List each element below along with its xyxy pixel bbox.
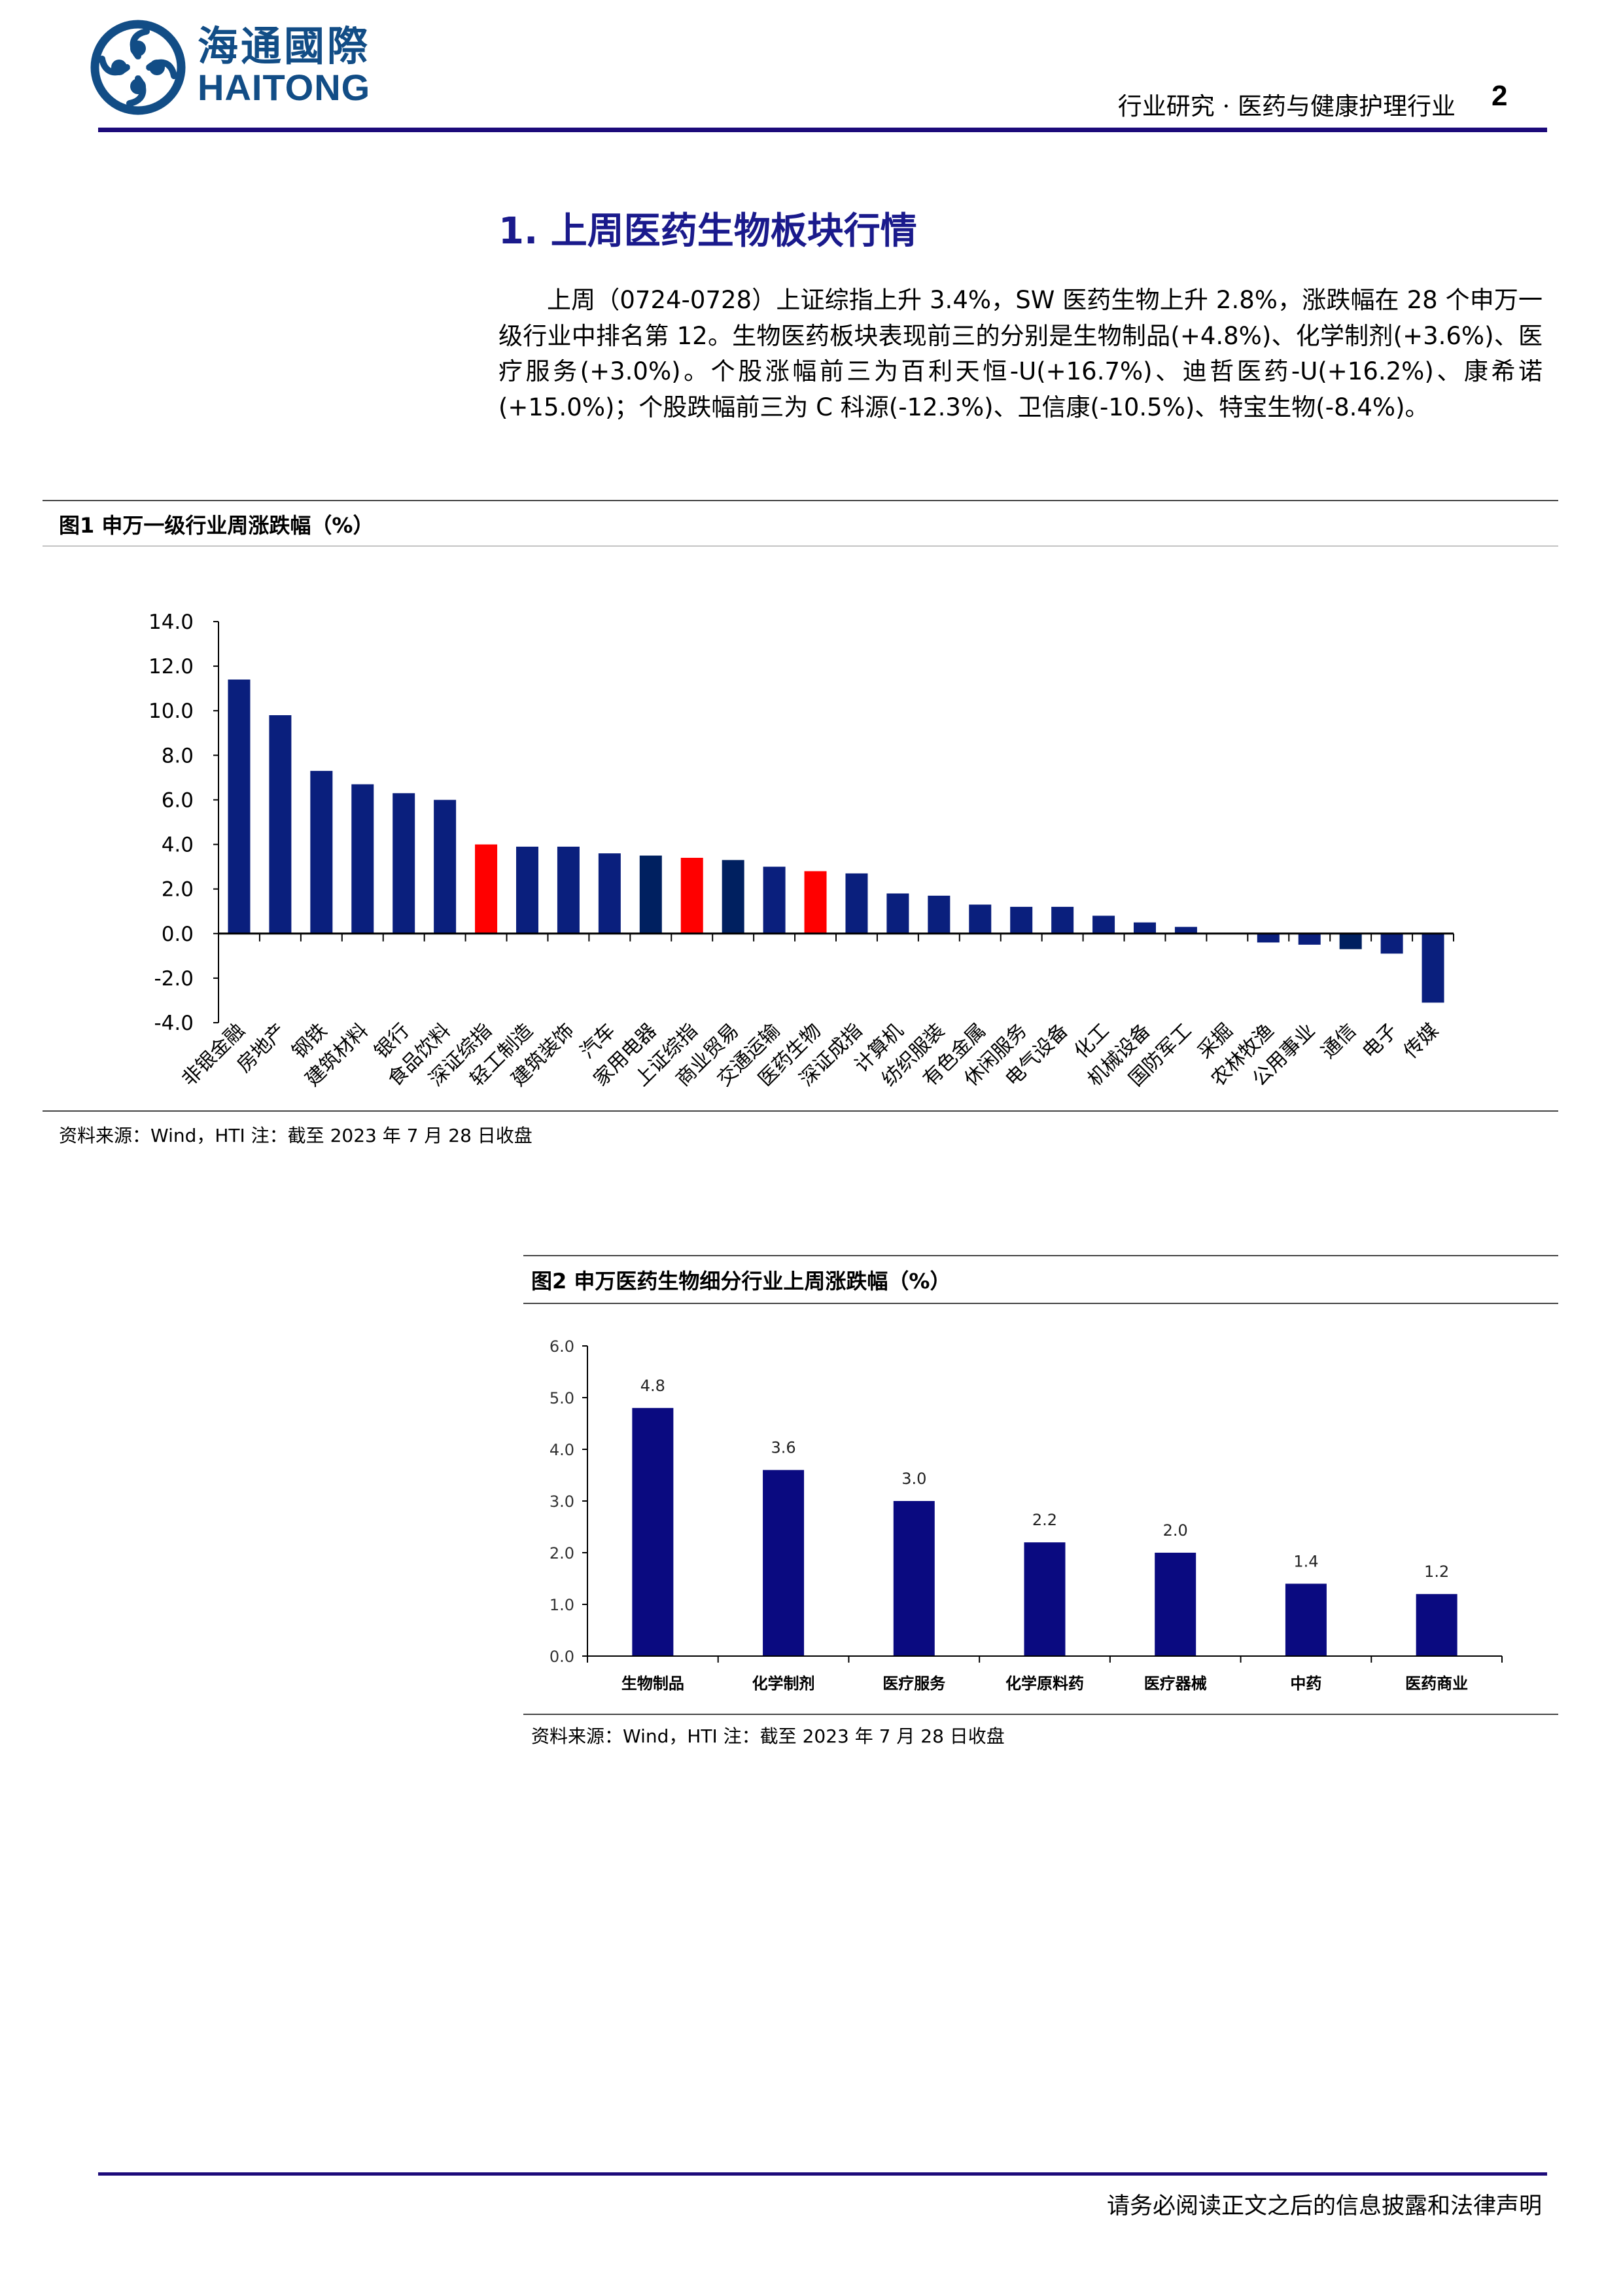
figure2-source: 资料来源：Wind，HTI 注：截至 2023 年 7 月 28 日收盘 xyxy=(531,1725,1005,1747)
y-tick-label: 2.0 xyxy=(162,878,194,902)
page-number: 2 xyxy=(1492,80,1508,112)
bar-家用电器 xyxy=(639,855,662,934)
bar-深证综指 xyxy=(475,844,498,934)
bar-食品饮料 xyxy=(434,800,457,934)
y-tick-label: 0.0 xyxy=(162,923,194,946)
bar-医疗服务 xyxy=(893,1501,935,1656)
bar-建筑装饰 xyxy=(557,846,580,934)
x-tick-label: 医疗服务 xyxy=(882,1674,946,1693)
bar-建筑材料 xyxy=(351,784,374,934)
bar-医药生物 xyxy=(804,871,827,934)
x-tick-label: 化学制剂 xyxy=(752,1674,815,1693)
bar-电气设备 xyxy=(1051,906,1074,934)
bar-医疗器械 xyxy=(1155,1553,1196,1656)
figure2-bottom-rule xyxy=(523,1714,1558,1715)
bar-商业贸易 xyxy=(722,860,744,934)
bar-农林牧渔 xyxy=(1257,933,1280,943)
data-label: 4.8 xyxy=(640,1377,665,1395)
bar-休闲服务 xyxy=(1010,906,1033,934)
bar-深证成指 xyxy=(845,873,868,934)
bar-汽车 xyxy=(598,853,621,934)
bar-国防军工 xyxy=(1174,927,1197,934)
bar-化工 xyxy=(1092,915,1115,934)
data-label: 2.0 xyxy=(1163,1521,1188,1540)
section-title: 1. 上周医药生物板块行情 xyxy=(498,210,917,253)
x-tick-label: 通信 xyxy=(1317,1019,1361,1063)
bar-轻工制造 xyxy=(516,846,538,934)
bar-非银金融 xyxy=(228,679,251,934)
x-tick-label: 传媒 xyxy=(1399,1019,1443,1063)
y-tick-label: 4.0 xyxy=(550,1441,574,1459)
bar-机械设备 xyxy=(1134,922,1156,934)
y-tick-label: 14.0 xyxy=(148,610,194,634)
bar-上证综指 xyxy=(680,857,703,934)
bar-生物制品 xyxy=(632,1407,674,1656)
y-tick-label: 3.0 xyxy=(550,1492,574,1511)
y-tick-label: 10.0 xyxy=(148,699,194,723)
y-tick-label: 6.0 xyxy=(162,788,194,812)
figure2-title: 图2 申万医药生物细分行业上周涨跌幅（%） xyxy=(531,1269,951,1294)
haitong-logo-icon xyxy=(90,20,186,115)
header-divider xyxy=(98,128,1547,132)
y-tick-label: 6.0 xyxy=(550,1337,574,1356)
figure2-top-rule xyxy=(523,1255,1558,1256)
logo-english-name: HAITONG xyxy=(198,67,371,108)
figure2-chart: 0.0 1.0 2.0 3.0 4.0 5.0 6.0 4.8 生物制品 3.6 化学制剂 3.0 医疗… xyxy=(550,1337,1503,1693)
x-tick-label: 中药 xyxy=(1290,1674,1321,1693)
bar-有色金属 xyxy=(969,904,992,934)
data-label: 3.0 xyxy=(901,1470,926,1488)
data-label: 1.4 xyxy=(1293,1552,1318,1570)
data-label: 1.2 xyxy=(1424,1563,1449,1581)
x-tick-label: 电子 xyxy=(1358,1019,1402,1063)
x-tick-label: 生物制品 xyxy=(621,1674,684,1693)
bar-通信 xyxy=(1339,933,1362,949)
figure1-bottom-rule xyxy=(43,1110,1558,1112)
y-tick-label: -4.0 xyxy=(154,1012,194,1035)
bar-化学制剂 xyxy=(763,1470,805,1656)
figure1-top-rule xyxy=(43,500,1558,501)
figure1-chart: -4.0-2.00.02.04.06.08.010.012.014.0非银金融房… xyxy=(148,610,1454,1091)
footer-divider xyxy=(98,2172,1547,2176)
figure1-source: 资料来源：Wind，HTI 注：截至 2023 年 7 月 28 日收盘 xyxy=(59,1125,532,1146)
bar-传媒 xyxy=(1422,933,1444,1003)
section-paragraph: 上周（0724-0728）上证综指上升 3.4%，SW 医药生物上升 2.8%，… xyxy=(498,286,1543,421)
logo-chinese-name: 海通國際 xyxy=(198,22,371,70)
bar-纺织服装 xyxy=(928,895,951,934)
y-tick-label: 8.0 xyxy=(162,744,194,768)
bar-电子 xyxy=(1380,933,1403,954)
data-label: 2.2 xyxy=(1032,1511,1057,1529)
y-tick-label: 2.0 xyxy=(550,1544,574,1563)
bar-化学原料药 xyxy=(1024,1542,1066,1656)
report-category: 行业研究 · 医药与健康护理行业 xyxy=(1117,92,1456,120)
x-tick-label: 化学原料药 xyxy=(1005,1674,1084,1693)
y-tick-label: 12.0 xyxy=(148,655,194,679)
y-tick-label: 1.0 xyxy=(550,1596,574,1614)
y-tick-label: 0.0 xyxy=(550,1648,574,1666)
y-tick-label: 5.0 xyxy=(550,1389,574,1407)
bar-交通运输 xyxy=(763,866,786,934)
bar-房地产 xyxy=(269,715,292,934)
bar-医药商业 xyxy=(1416,1594,1457,1656)
bar-银行 xyxy=(393,793,415,934)
x-tick-label: 医药商业 xyxy=(1405,1674,1468,1693)
footer-disclaimer: 请务必阅读正文之后的信息披露和法律声明 xyxy=(1106,2193,1542,2219)
bar-计算机 xyxy=(886,893,909,934)
figure1-title: 图1 申万一级行业周涨跌幅（%） xyxy=(59,513,374,538)
x-tick-label: 医疗器械 xyxy=(1144,1674,1207,1693)
bar-钢铁 xyxy=(310,771,333,934)
bar-公用事业 xyxy=(1298,933,1321,945)
y-tick-label: -2.0 xyxy=(154,967,194,991)
figure2-title-rule xyxy=(523,1303,1558,1304)
data-label: 3.6 xyxy=(771,1439,795,1457)
y-tick-label: 4.0 xyxy=(162,834,194,857)
bar-中药 xyxy=(1285,1583,1327,1656)
